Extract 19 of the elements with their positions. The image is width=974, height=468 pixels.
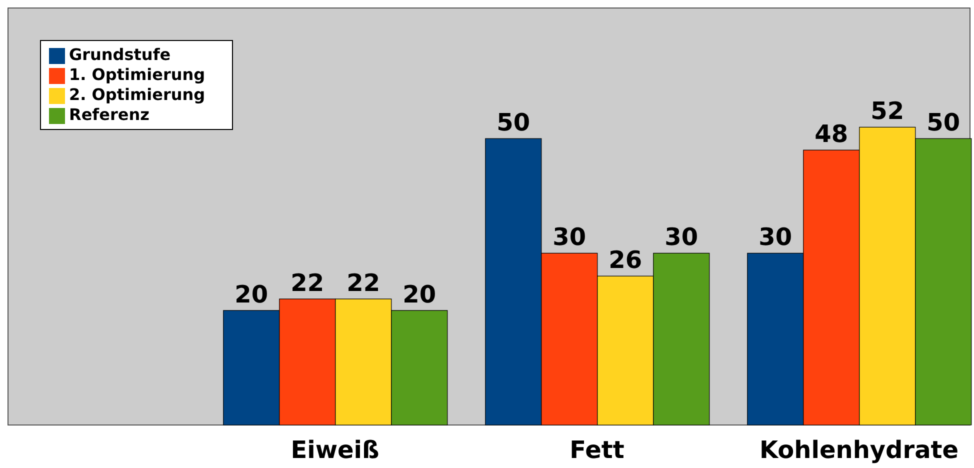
data-label: 30 bbox=[758, 223, 792, 252]
data-label: 20 bbox=[234, 280, 268, 308]
x-tick-label: Kohlenhydrate bbox=[759, 436, 959, 464]
legend-label: Grundstufe bbox=[69, 45, 171, 64]
x-tick-label: Fett bbox=[570, 436, 624, 464]
x-tick-label: Eiweiß bbox=[290, 436, 380, 464]
data-label: 30 bbox=[552, 223, 586, 252]
legend-label: 1. Optimierung bbox=[69, 65, 206, 84]
data-label: 22 bbox=[290, 268, 324, 297]
data-label: 22 bbox=[346, 268, 380, 297]
legend-label: 2. Optimierung bbox=[69, 85, 206, 104]
data-label: 30 bbox=[664, 223, 698, 252]
data-label: 50 bbox=[926, 108, 960, 137]
data-label: 48 bbox=[814, 120, 848, 148]
data-label: 20 bbox=[402, 280, 436, 308]
data-label: 50 bbox=[496, 108, 530, 137]
legend-label: Referenz bbox=[69, 105, 150, 124]
data-label: 52 bbox=[870, 97, 904, 126]
data-label: 26 bbox=[608, 246, 642, 274]
